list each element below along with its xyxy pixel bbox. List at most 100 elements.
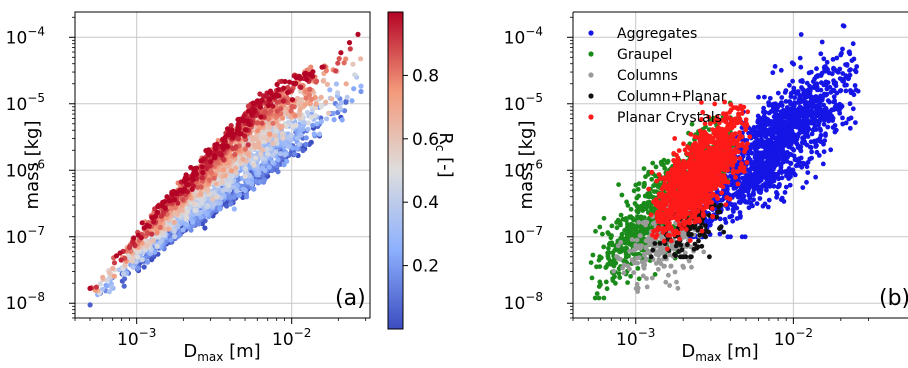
panel-b-point-aggregates [762, 133, 768, 139]
panel-b-point-aggregates [776, 131, 781, 136]
panel-a-frame [74, 11, 371, 319]
panel-b-point-aggregates [826, 118, 831, 124]
panel-b-point-aggregates [807, 156, 813, 162]
panel-b-point-aggregates [816, 153, 822, 158]
panel-a-point [212, 145, 218, 151]
panel-b-point-aggregates [791, 171, 797, 176]
panel-b-point-aggregates [822, 64, 828, 69]
panel-a-point [288, 108, 294, 114]
panel-a-point [208, 159, 214, 165]
panel-b-point-aggregates [790, 167, 796, 173]
panel-a-point [274, 108, 280, 114]
panel-b-point-aggregates [799, 110, 804, 116]
panel-a-point [270, 103, 276, 109]
panel-a-point [202, 218, 208, 224]
panel-b-point-graupel [625, 221, 630, 227]
panel-b-point-aggregates [799, 140, 805, 146]
panel-b-point-aggregates [768, 138, 774, 144]
panel-a-point [286, 79, 293, 85]
panel-b-point-aggregates [786, 110, 792, 115]
panel-b-point-aggregates [797, 94, 803, 100]
panel-b-point-aggregates [739, 184, 744, 190]
panel-b-point-aggregates [762, 161, 768, 167]
panel-b-point-aggregates [786, 166, 792, 171]
panel-b-point-aggregates [747, 168, 752, 173]
panel-b-point-aggregates [796, 159, 802, 165]
panel-b-point-aggregates [740, 181, 746, 186]
panel-a-point [211, 201, 217, 207]
panel-b-point-aggregates [745, 179, 751, 185]
panel-a-point [130, 264, 136, 270]
panel-a-point [175, 200, 181, 206]
panel-b-point-graupel [624, 231, 629, 237]
panel-b-point-aggregates [847, 125, 853, 131]
panel-b-point-aggregates [735, 194, 741, 200]
panel-a-point [180, 227, 186, 233]
panel-b-point-graupel [596, 295, 602, 301]
panel-a-point [303, 70, 309, 76]
panel-a-point [224, 126, 231, 132]
panel-a-point [302, 102, 308, 108]
panel-a-point [282, 78, 288, 85]
panel-a-point [305, 126, 311, 132]
panel-b-point-aggregates [784, 105, 790, 110]
panel-b-point-aggregates [798, 128, 804, 134]
panel-b-point-aggregates [831, 88, 836, 94]
panel-b-point-aggregates [825, 124, 831, 130]
panel-b-point-graupel [618, 212, 624, 218]
panel-a-point [300, 126, 306, 132]
panel-b-point-aggregates [788, 131, 793, 137]
panel-b-point-aggregates [751, 197, 756, 203]
panel-a-point [126, 244, 133, 251]
panel-a-point [154, 209, 161, 216]
panel-a-point [227, 194, 233, 201]
panel-b-point-graupel [590, 252, 596, 258]
panel-a-point [292, 151, 298, 157]
panel-b-point-aggregates [731, 186, 737, 191]
panel-b-point-aggregates [847, 101, 853, 107]
panel-a-point [245, 179, 251, 185]
panel-a-point [191, 168, 197, 174]
panel-b-point-graupel [706, 127, 712, 132]
panel-b-point-aggregates [809, 131, 815, 137]
panel-a-point [151, 219, 157, 225]
panel-a-point [280, 115, 286, 121]
panel-b-point-aggregates [745, 172, 750, 178]
panel-a-point [172, 197, 178, 203]
panel-a-point [182, 186, 188, 192]
panel-a-point [154, 230, 160, 236]
panel-b-point-aggregates [771, 183, 777, 189]
panel-b-point-aggregates [804, 179, 809, 185]
panel-a-point [256, 170, 262, 176]
panel-a-point [183, 172, 189, 178]
panel-a-point [202, 225, 208, 231]
panel-a: 10−3 10−210−810−710−610−510−4 (a) mass [k… [6, 11, 371, 364]
panel-a-point [267, 88, 274, 94]
panel-a-points [87, 31, 364, 308]
panel-b-point-aggregates [768, 109, 774, 114]
panel-b-point-aggregates [758, 190, 763, 195]
panel-a-point [267, 131, 273, 137]
panel-a-point [351, 86, 357, 92]
panel-a-point [289, 97, 296, 103]
panel-b-point-aggregates [805, 170, 811, 176]
panel-b-point-aggregates [800, 185, 806, 191]
panel-b-point-aggregates [811, 118, 816, 124]
panel-a-point [205, 203, 211, 209]
panel-a-point [338, 100, 344, 106]
panel-b-point-aggregates [798, 64, 804, 70]
panel-a-point [227, 130, 233, 136]
panel-a-point [267, 97, 273, 103]
panel-b-point-aggregates [797, 55, 803, 61]
panel-a-point [231, 206, 237, 212]
panel-a-point [177, 187, 183, 193]
panel-a-point [162, 199, 168, 205]
panel-a-point [171, 219, 177, 225]
panel-a-point [257, 98, 263, 104]
panel-b-point-graupel [635, 186, 641, 192]
panel-b-point-aggregates [832, 123, 838, 128]
panel-b-point-graupel [649, 208, 654, 214]
panel-b-point-aggregates [810, 112, 816, 118]
panel-a-point [358, 56, 364, 62]
panel-b-point-aggregates [740, 192, 746, 198]
